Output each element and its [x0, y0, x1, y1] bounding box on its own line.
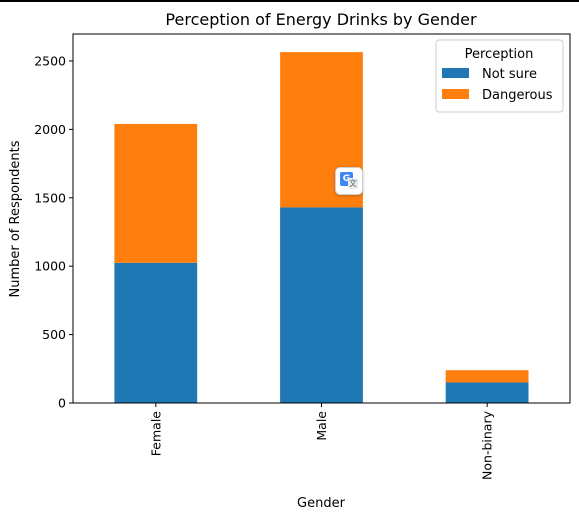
bar-male-not-sure: [280, 207, 363, 403]
legend-label-not-sure: Not sure: [482, 67, 537, 82]
legend-swatch-not-sure: [442, 68, 469, 78]
y-axis: 0 500 1000 1500 2000 2500: [34, 53, 73, 411]
x-tick-label-female: Female: [148, 411, 163, 457]
bar-female-dangerous: [114, 123, 198, 263]
y-axis-label: Number of Respondents: [8, 140, 23, 297]
x-tick-label-male: Male: [314, 411, 329, 441]
y-tick-label: 1000: [34, 259, 66, 274]
y-tick-label: 500: [42, 327, 66, 342]
y-tick-label: 0: [58, 396, 66, 411]
top-border-line: [0, 0, 579, 2]
y-tick-label: 2000: [34, 122, 66, 137]
x-tick-label-non-binary: Non-binary: [480, 410, 495, 480]
chart-title: Perception of Energy Drinks by Gender: [165, 10, 477, 29]
bar-non-binary-not-sure: [445, 382, 529, 403]
y-tick-label: 1500: [34, 190, 66, 205]
bar-female-not-sure: [114, 262, 198, 403]
x-axis-label: Gender: [297, 496, 346, 511]
bars-layer: [114, 52, 529, 403]
x-axis: Female Male Non-binary: [148, 403, 495, 480]
y-tick-label: 2500: [34, 53, 66, 68]
google-translate-icon[interactable]: G 文: [335, 167, 363, 195]
legend-swatch-dangerous: [442, 89, 469, 99]
translate-t-glyph: 文: [348, 178, 358, 189]
bar-non-binary-dangerous: [445, 370, 529, 383]
legend: Perception Not sure Dangerous: [435, 39, 564, 113]
legend-title: Perception: [465, 47, 534, 62]
legend-label-dangerous: Dangerous: [482, 88, 553, 103]
